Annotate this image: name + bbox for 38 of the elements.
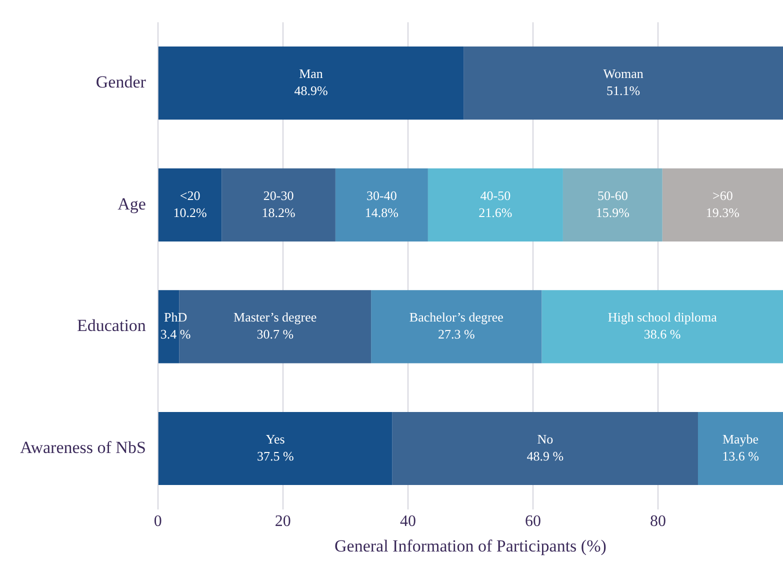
data-label: Master’s degree 30.7 % — [234, 310, 317, 342]
data-label: Yes 37.5 % — [256, 431, 294, 464]
bar — [158, 168, 222, 242]
y-tick-label: Gender — [96, 72, 146, 92]
data-label: PhD 3.4 % — [160, 310, 191, 342]
x-tick-label: 40 — [400, 513, 416, 530]
data-label: High school diploma 38.6 % — [608, 310, 718, 342]
data-label: 40-50 21.6% — [478, 188, 512, 220]
bar — [662, 168, 783, 242]
data-label: Man 48.9% — [294, 66, 328, 98]
x-tick-label: 0 — [154, 513, 162, 530]
bar — [335, 168, 428, 242]
bar — [158, 46, 464, 120]
data-label: Woman 51.1% — [603, 66, 644, 98]
bar — [371, 290, 542, 364]
data-label: >60 19.3% — [706, 188, 740, 220]
bar — [222, 168, 336, 242]
bar — [392, 412, 698, 486]
y-tick-label: Education — [76, 316, 146, 336]
data-label: 20-30 18.2% — [262, 188, 296, 220]
data-label: 50-60 15.9% — [596, 188, 630, 220]
y-tick-label: Age — [118, 194, 146, 214]
x-tick-label: 20 — [274, 513, 291, 530]
bar — [562, 168, 662, 242]
bar — [464, 46, 783, 120]
x-tick-label: 60 — [524, 513, 541, 530]
data-label: Maybe 13.6 % — [722, 431, 760, 464]
bar — [698, 412, 783, 486]
x-tick-label: 80 — [650, 513, 666, 530]
bar — [428, 168, 563, 242]
bar — [158, 412, 392, 486]
data-label: No 48.9 % — [526, 431, 564, 464]
data-label: <20 10.2% — [173, 188, 207, 220]
y-tick-label: Awareness of NbS — [20, 438, 146, 457]
data-label: 30-40 14.8% — [364, 188, 399, 220]
bar — [542, 290, 783, 364]
data-label: Bachelor’s degree 27.3 % — [409, 310, 504, 342]
x-axis-title: General Information of Participants (%) — [334, 536, 606, 556]
